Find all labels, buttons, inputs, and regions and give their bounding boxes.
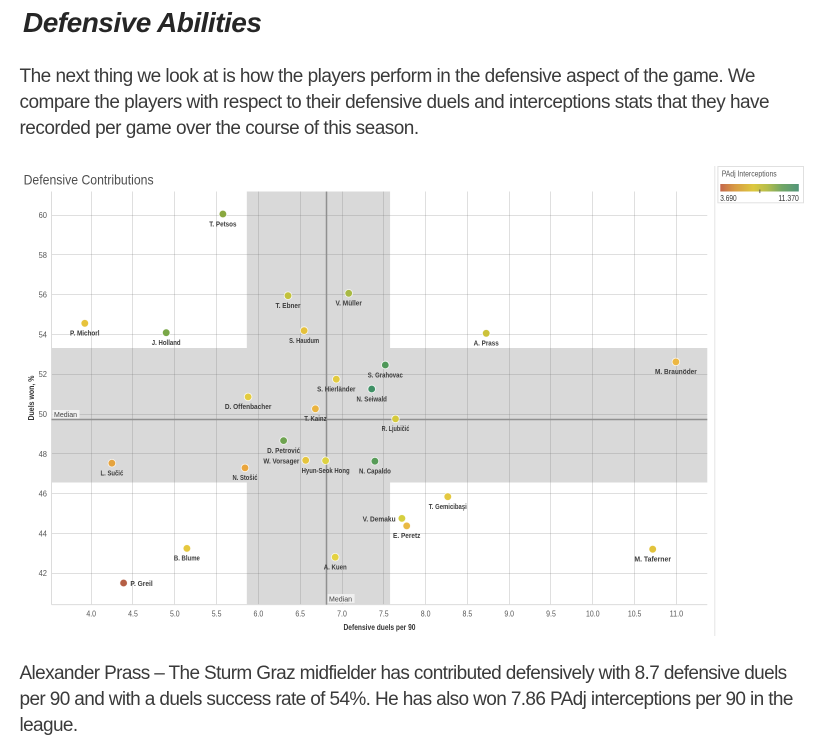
svg-text:L. Sučić: L. Sučić (101, 469, 124, 478)
svg-text:4.5: 4.5 (128, 609, 138, 619)
svg-text:N. Seiwald: N. Seiwald (357, 394, 388, 403)
svg-text:S. Hierländer: S. Hierländer (317, 385, 355, 394)
svg-text:T. Gemicibaşi: T. Gemicibaşi (429, 502, 467, 511)
svg-text:Median: Median (54, 410, 77, 419)
svg-text:B. Blume: B. Blume (174, 554, 200, 563)
svg-text:52: 52 (39, 369, 48, 379)
svg-text:54: 54 (39, 330, 48, 340)
svg-text:9.0: 9.0 (504, 609, 514, 619)
svg-text:3.690: 3.690 (720, 194, 737, 203)
svg-text:10.0: 10.0 (586, 609, 600, 619)
svg-text:M. Braunöder: M. Braunöder (655, 367, 697, 376)
svg-text:P. Michorl: P. Michorl (70, 329, 100, 338)
svg-text:60: 60 (39, 210, 48, 220)
svg-text:V. Müller: V. Müller (335, 299, 362, 308)
svg-text:D. Offenbacher: D. Offenbacher (225, 402, 272, 411)
svg-text:46: 46 (39, 489, 48, 499)
svg-text:M. Taferner: M. Taferner (634, 555, 671, 564)
svg-text:50: 50 (39, 409, 48, 419)
svg-text:44: 44 (39, 528, 48, 538)
svg-text:P. Greil: P. Greil (130, 579, 152, 588)
svg-text:7.5: 7.5 (379, 609, 389, 619)
svg-text:N. Capaldo: N. Capaldo (359, 467, 391, 476)
svg-text:E. Peretz: E. Peretz (393, 531, 421, 540)
svg-text:S. Haudum: S. Haudum (289, 336, 319, 345)
svg-text:56: 56 (39, 290, 48, 300)
svg-text:Hyun-Seok Hong: Hyun-Seok Hong (302, 466, 350, 475)
svg-text:PAdj Interceptions: PAdj Interceptions (722, 170, 777, 179)
svg-text:A. Kuen: A. Kuen (324, 563, 347, 572)
svg-text:N. Stošić: N. Stošić (233, 473, 258, 482)
svg-text:D. Petrović: D. Petrović (267, 446, 300, 455)
svg-text:11.0: 11.0 (670, 609, 684, 619)
svg-text:42: 42 (39, 568, 48, 578)
svg-text:11.370: 11.370 (778, 194, 799, 203)
svg-text:J. Holland: J. Holland (152, 338, 181, 347)
svg-text:48: 48 (39, 449, 48, 459)
svg-text:9.5: 9.5 (546, 609, 556, 619)
svg-text:A. Prass: A. Prass (474, 339, 499, 348)
svg-text:T. Kainz: T. Kainz (304, 414, 327, 423)
svg-text:8.0: 8.0 (421, 609, 431, 619)
svg-text:T. Petsos: T. Petsos (209, 219, 236, 228)
svg-text:10.5: 10.5 (628, 609, 642, 619)
svg-text:5.0: 5.0 (170, 609, 180, 619)
svg-text:W. Vorsager: W. Vorsager (263, 456, 299, 465)
svg-text:Defensive Contributions: Defensive Contributions (24, 172, 154, 188)
svg-text:7.0: 7.0 (337, 609, 347, 619)
svg-text:Median: Median (329, 595, 352, 604)
svg-text:58: 58 (39, 250, 48, 260)
svg-text:6.0: 6.0 (254, 609, 264, 619)
svg-text:4.0: 4.0 (86, 609, 96, 619)
svg-text:T. Ebner: T. Ebner (276, 301, 301, 310)
svg-text:R. Ljubičić: R. Ljubičić (382, 424, 410, 433)
svg-text:5.5: 5.5 (212, 609, 222, 619)
svg-text:V. Demaku: V. Demaku (363, 514, 396, 523)
svg-text:6.5: 6.5 (295, 609, 305, 619)
svg-text:Defensive duels per 90: Defensive duels per 90 (344, 623, 416, 632)
svg-text:Duels won, %: Duels won, % (27, 376, 36, 421)
svg-text:8.5: 8.5 (463, 609, 473, 619)
svg-text:S. Grahovac: S. Grahovac (368, 370, 403, 379)
